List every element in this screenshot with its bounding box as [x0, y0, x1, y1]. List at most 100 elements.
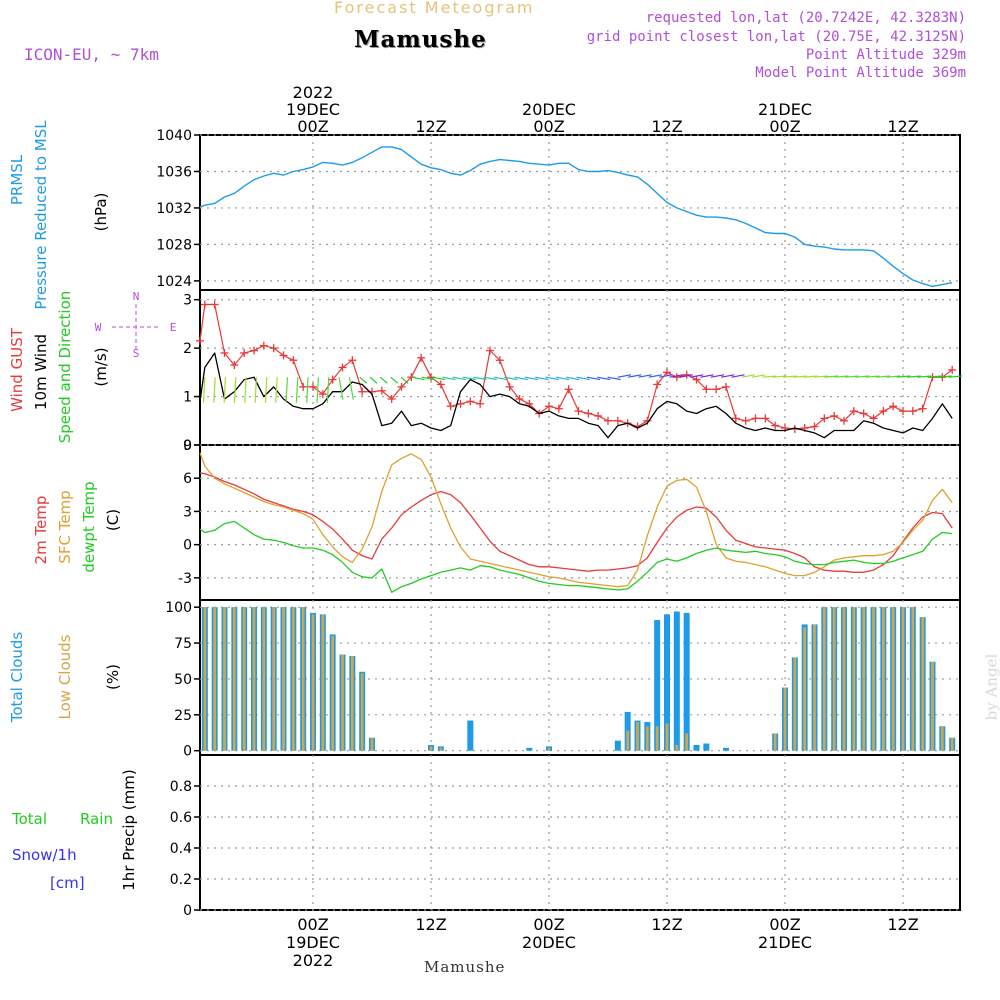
wind-direction-arrow: [359, 376, 368, 384]
wind-direction-arrow: [948, 375, 963, 378]
wind-direction-arrow: [597, 376, 611, 381]
low-cloud-bar: [891, 607, 895, 751]
total-cloud-bar: [683, 612, 690, 751]
compass-e: E: [170, 321, 177, 334]
ytick-label-clouds: 50: [174, 672, 192, 688]
low-cloud-bar: [547, 747, 551, 751]
total-cloud-bar: [467, 720, 474, 751]
wind-direction-arrow: [369, 376, 378, 384]
supertitle: Forecast Meteogram: [334, 0, 535, 17]
wind-direction-arrow: [937, 375, 952, 378]
wind-direction-arrow: [731, 374, 745, 378]
wind-direction-arrow: [545, 376, 559, 381]
requested-coords: requested lon,lat (20.7242E, 42.3283N): [645, 10, 966, 26]
ytick-label-pressure: 1028: [156, 237, 192, 253]
low-cloud-bar: [685, 733, 689, 751]
wind-direction-arrow: [648, 374, 663, 378]
wind-direction-arrow: [824, 375, 839, 378]
point-altitude: Point Altitude 329m: [805, 47, 966, 63]
wind-direction-arrow: [803, 375, 818, 378]
location-title: Mamushe: [354, 26, 487, 53]
ytick-label-precip: 0: [183, 903, 192, 919]
low-cloud-bar: [881, 607, 885, 751]
model-label: ICON-EU, ~ 7km: [24, 45, 159, 64]
wind-direction-arrow: [555, 376, 570, 381]
wind-10m-label: 10m Wind: [32, 334, 50, 410]
dewpt-line: [199, 520, 953, 593]
total-cloud-bar: [526, 747, 533, 751]
temp-unit: (C): [104, 509, 122, 531]
total-cloud-bar: [614, 740, 621, 751]
ytick-label-wind: 2: [183, 341, 192, 357]
low-cloud-bar: [203, 607, 207, 751]
wind-direction-arrow: [223, 377, 227, 403]
wind-direction-arrow: [669, 374, 683, 378]
wind-direction-arrow: [306, 377, 309, 403]
low-cloud-bar: [242, 607, 246, 751]
low-cloud-bar: [931, 661, 934, 751]
ytick-label-wind: 3: [183, 293, 192, 309]
time-label-top: 21DEC: [758, 100, 812, 119]
temp2m-line: [199, 472, 953, 573]
wind-direction-arrow: [295, 377, 299, 403]
low-cloud-label: Low Clouds: [56, 634, 74, 719]
time-label-bottom: 00Z: [297, 915, 328, 934]
low-cloud-bar: [350, 655, 354, 751]
low-cloud-bar: [370, 737, 374, 751]
ytick-label-pressure: 1036: [156, 164, 192, 180]
ytick-label-temperature: 3: [183, 504, 192, 520]
gridpoint-coords: grid point closest lon,lat (20.75E, 42.3…: [586, 29, 966, 45]
wind-direction-arrow: [700, 374, 714, 378]
panel-frame-precip: [199, 754, 961, 911]
time-label-bottom: 00Z: [533, 915, 564, 934]
time-label-top: 2022: [293, 83, 334, 102]
wind-direction-arrow: [628, 374, 642, 378]
low-cloud-bar: [232, 607, 236, 751]
low-cloud-bar: [832, 607, 836, 751]
low-cloud-bar: [773, 733, 777, 751]
compass-w: W: [95, 321, 102, 334]
bottom-title: Mamushe: [424, 958, 506, 976]
low-cloud-bar: [872, 607, 875, 751]
ytick-label-temperature: 0: [183, 538, 192, 554]
low-cloud-bar: [940, 726, 944, 751]
low-cloud-bar: [301, 607, 305, 751]
wind-direction-arrow: [762, 375, 777, 378]
precip-total-label: Total: [11, 810, 47, 828]
time-label-top: 00Z: [297, 117, 328, 136]
pressure-label-1: PRMSL: [8, 154, 26, 205]
time-label-bottom: 12Z: [415, 915, 446, 934]
wind-direction-arrow: [514, 376, 528, 381]
wind-direction-arrow: [690, 374, 704, 378]
total-cloud-label: Total Clouds: [8, 632, 26, 724]
low-cloud-bar: [655, 726, 659, 751]
wind-direction-arrow: [855, 375, 870, 378]
wind-direction-arrow: [679, 374, 694, 378]
low-cloud-bar: [852, 607, 856, 751]
low-cloud-bar: [439, 747, 443, 751]
low-cloud-bar: [675, 744, 679, 751]
low-cloud-bar: [842, 607, 846, 751]
ytick-label-pressure: 1032: [156, 201, 192, 217]
temp2m-label: 2m Temp: [32, 496, 50, 565]
wind-direction-arrow: [917, 375, 932, 378]
wind-direction-arrow: [844, 375, 859, 378]
wind-dir-label: Speed and Direction: [56, 291, 74, 444]
low-cloud-bar: [822, 607, 826, 751]
wind-direction-arrow: [493, 376, 508, 381]
wind-gust-label: Wind GUST: [8, 327, 26, 412]
wind-direction-arrow: [524, 376, 539, 381]
wind-direction-arrow: [886, 375, 901, 378]
sfc-temp-line: [199, 452, 953, 588]
time-label-bottom: 12Z: [887, 915, 918, 934]
wind-direction-arrow: [504, 376, 518, 381]
low-cloud-bar: [813, 624, 816, 751]
low-cloud-bar: [331, 635, 335, 751]
compass-n: N: [133, 290, 140, 303]
time-label-bottom: 2022: [293, 951, 334, 970]
time-label-top: 19DEC: [286, 100, 340, 119]
wind-direction-arrow: [411, 376, 425, 381]
wind-direction-arrow: [927, 375, 942, 378]
wind-direction-arrow: [865, 375, 880, 378]
time-label-top: 12Z: [415, 117, 446, 136]
